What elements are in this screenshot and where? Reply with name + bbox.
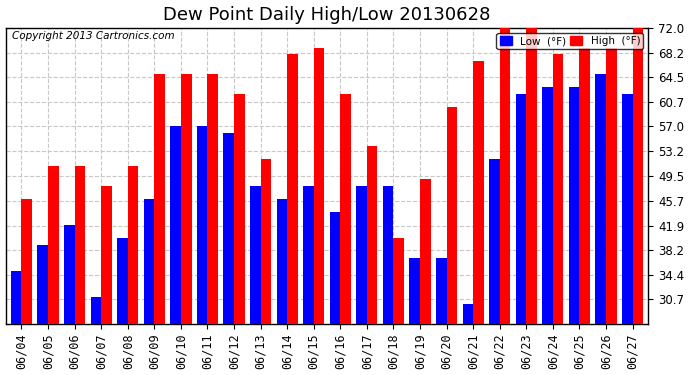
Bar (500, 28, 511, 324)
Bar (330, 212, 340, 324)
Bar (117, 238, 128, 324)
Bar (569, 87, 580, 324)
Legend: Low  (°F), High  (°F): Low (°F), High (°F) (497, 33, 643, 50)
Bar (420, 179, 431, 324)
Bar (181, 74, 192, 324)
Bar (144, 199, 155, 324)
Bar (446, 107, 457, 324)
Bar (287, 54, 298, 324)
Bar (622, 94, 633, 324)
Bar (462, 304, 473, 324)
Bar (208, 74, 218, 324)
Bar (489, 159, 500, 324)
Bar (64, 225, 75, 324)
Bar (367, 146, 377, 324)
Bar (37, 244, 48, 324)
Bar (580, 48, 590, 324)
Bar (526, 28, 537, 324)
Bar (170, 126, 181, 324)
Bar (197, 126, 208, 324)
Title: Dew Point Daily High/Low 20130628: Dew Point Daily High/Low 20130628 (164, 6, 491, 24)
Bar (155, 74, 165, 324)
Bar (606, 48, 617, 324)
Bar (128, 166, 139, 324)
Bar (436, 258, 446, 324)
Bar (261, 159, 271, 324)
Bar (48, 166, 59, 324)
Bar (356, 186, 367, 324)
Bar (11, 271, 21, 324)
Bar (250, 186, 261, 324)
Bar (393, 238, 404, 324)
Bar (595, 74, 606, 324)
Bar (409, 258, 420, 324)
Bar (224, 133, 234, 324)
Bar (383, 186, 393, 324)
Bar (234, 94, 245, 324)
Bar (314, 48, 324, 324)
Bar (473, 61, 484, 324)
Text: Copyright 2013 Cartronics.com: Copyright 2013 Cartronics.com (12, 31, 175, 41)
Bar (101, 186, 112, 324)
Bar (303, 186, 314, 324)
Bar (633, 28, 643, 324)
Bar (542, 87, 553, 324)
Bar (277, 199, 287, 324)
Bar (340, 94, 351, 324)
Bar (90, 297, 101, 324)
Bar (553, 54, 564, 324)
Bar (75, 166, 86, 324)
Bar (21, 199, 32, 324)
Bar (515, 94, 526, 324)
